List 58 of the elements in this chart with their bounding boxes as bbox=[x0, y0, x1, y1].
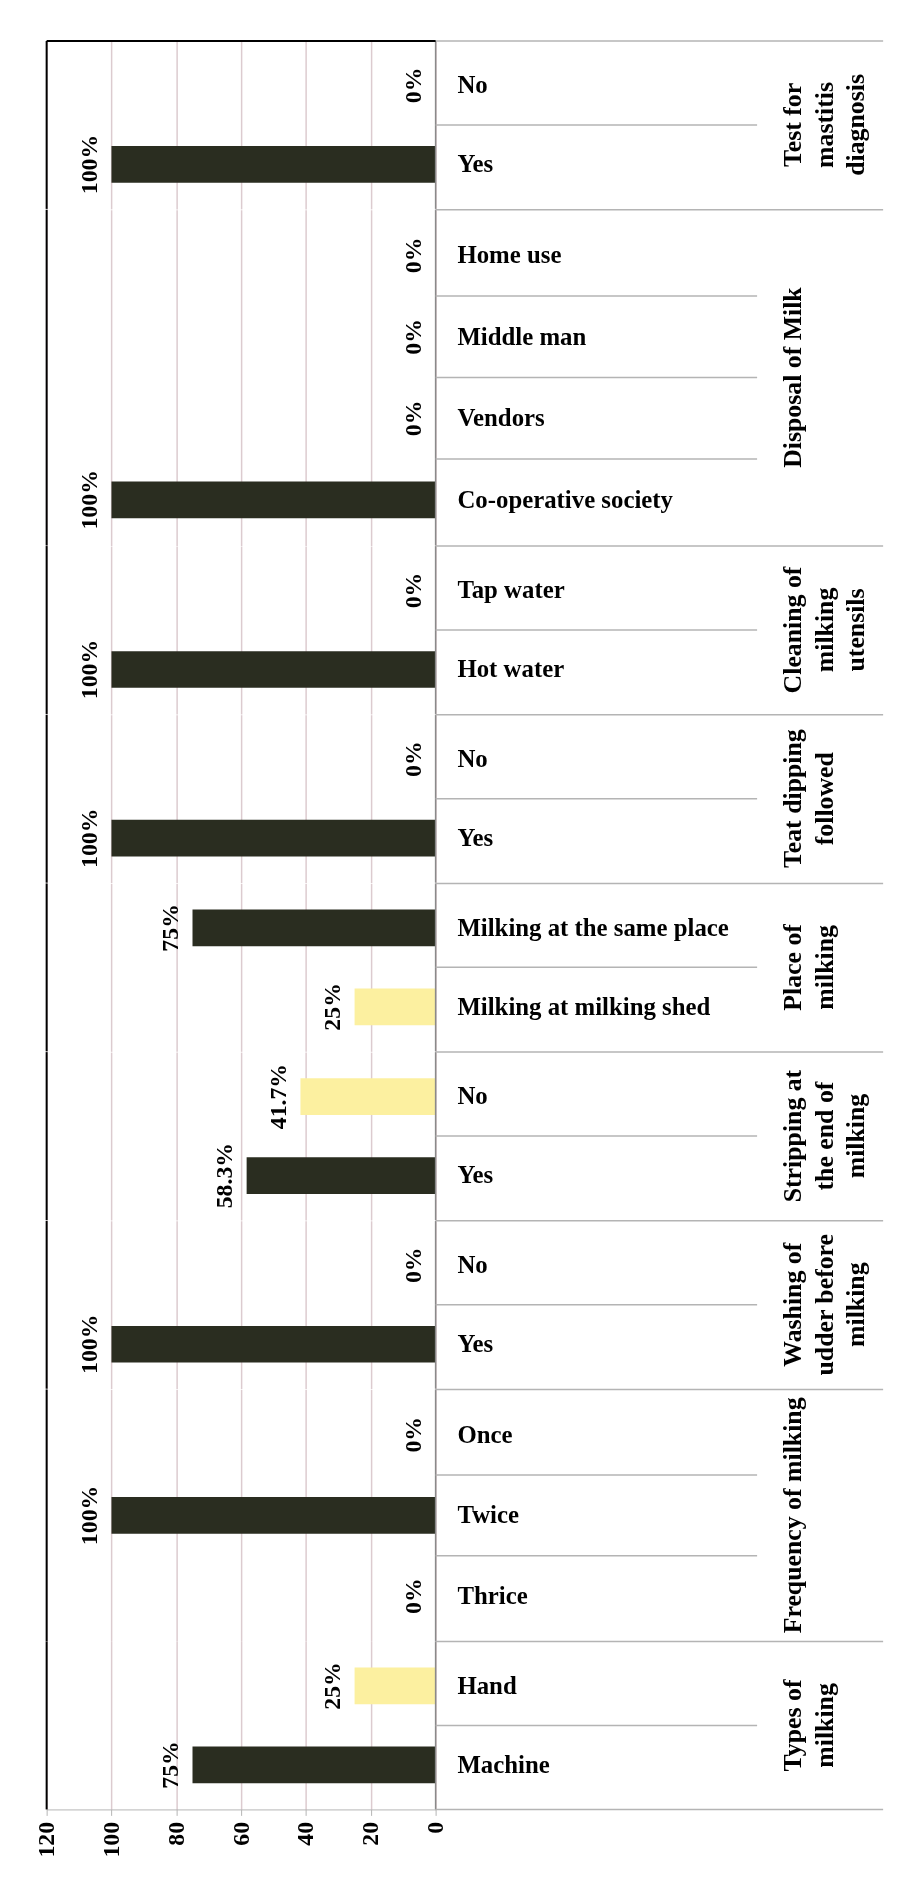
x-tick-label: 40 bbox=[292, 1821, 319, 1846]
y-tick-label: Home use bbox=[457, 241, 562, 269]
data-label: 0% bbox=[399, 741, 426, 778]
data-label: 0% bbox=[399, 318, 426, 355]
data-label: 0% bbox=[399, 1247, 426, 1284]
y-tick-label: Twice bbox=[457, 1501, 519, 1529]
y-tick-label: Middle man bbox=[457, 322, 587, 350]
y-axis-title: Test for mastitis diagnosis bbox=[777, 74, 871, 176]
x-tick-label: 60 bbox=[227, 1821, 254, 1846]
y-tick-label: Yes bbox=[457, 150, 494, 178]
y-tick-label: Tap water bbox=[457, 576, 565, 604]
data-label: 100% bbox=[75, 134, 102, 195]
data-label: 0% bbox=[399, 237, 426, 274]
y-tick-label: Hand bbox=[457, 1671, 517, 1699]
y-axis-title: Teat dipping followed bbox=[777, 729, 839, 869]
data-label: 0% bbox=[399, 1578, 426, 1614]
y-tick-label: No bbox=[457, 71, 488, 99]
y-axis-title: Frequency of milking bbox=[777, 1397, 807, 1634]
y-axis-title: Disposal of Milk bbox=[777, 286, 807, 468]
x-tick-label: 20 bbox=[357, 1821, 384, 1846]
y-tick-label: No bbox=[457, 1082, 488, 1110]
data-label: 100% bbox=[75, 470, 102, 530]
data-label: 58.3% bbox=[210, 1142, 237, 1209]
y-axis-title: Cleaning of milking utensils bbox=[777, 566, 871, 694]
y-axis-title: Stripping at the end of milking bbox=[777, 1069, 871, 1203]
x-tick-label: 80 bbox=[162, 1821, 189, 1846]
y-tick-label: Thrice bbox=[457, 1582, 528, 1610]
data-label: 0% bbox=[399, 67, 426, 104]
x-tick-label: 120 bbox=[33, 1821, 60, 1858]
y-tick-label: Vendors bbox=[457, 404, 546, 432]
y-tick-label: Milking at milking shed bbox=[457, 992, 711, 1020]
data-label: 100% bbox=[75, 1485, 102, 1546]
y-tick-label: No bbox=[457, 1251, 488, 1279]
y-tick-label: Yes bbox=[457, 1330, 494, 1358]
y-tick-label: Machine bbox=[457, 1750, 550, 1778]
data-label: 0% bbox=[399, 400, 426, 437]
data-label: 100% bbox=[75, 1314, 102, 1374]
y-tick-label: Hot water bbox=[457, 655, 565, 683]
data-label: 75% bbox=[156, 904, 183, 952]
data-label: 0% bbox=[399, 1416, 426, 1453]
y-tick-label: Milking at the same place bbox=[457, 913, 729, 941]
y-tick-label: Yes bbox=[457, 824, 494, 852]
y-tick-label: Once bbox=[457, 1420, 513, 1448]
y-axis-title: Washing of udder before milking bbox=[777, 1233, 871, 1376]
data-label: 25% bbox=[318, 1662, 345, 1710]
y-tick-label: Co-operative society bbox=[457, 485, 674, 513]
y-axis-title: Place of milking bbox=[777, 923, 839, 1011]
data-label: 25% bbox=[318, 983, 345, 1031]
data-label: 0% bbox=[399, 572, 426, 609]
y-axis-title: Types of milking bbox=[777, 1679, 839, 1772]
x-tick-label: 100 bbox=[97, 1821, 124, 1858]
y-tick-label: Yes bbox=[457, 1161, 494, 1189]
x-tick-label: 0 bbox=[422, 1821, 449, 1834]
data-label: 100% bbox=[75, 639, 102, 700]
data-label: 75% bbox=[156, 1741, 183, 1789]
data-label: 41.7% bbox=[264, 1063, 291, 1130]
data-label: 100% bbox=[75, 808, 102, 868]
y-tick-label: No bbox=[457, 745, 488, 773]
